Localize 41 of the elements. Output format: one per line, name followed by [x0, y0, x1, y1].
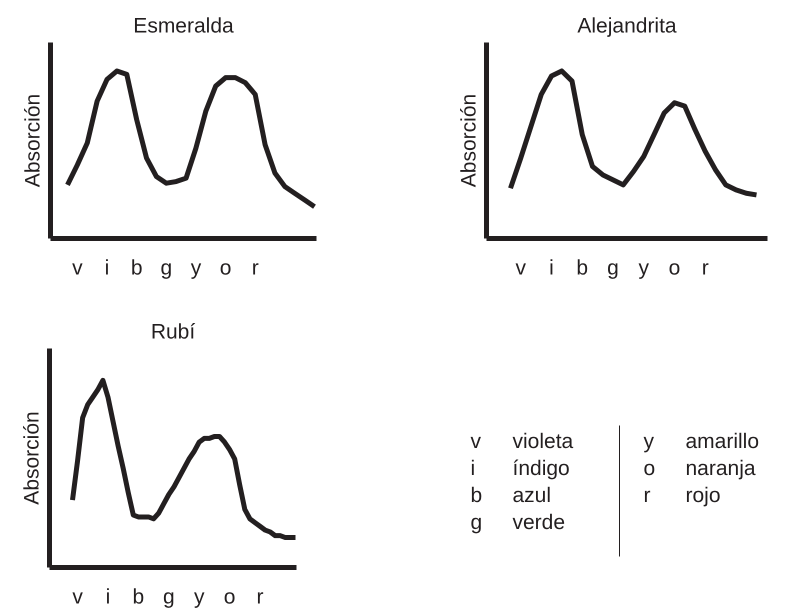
x-tick-label: o [220, 256, 232, 280]
x-tick-label: i [104, 256, 110, 280]
chart-title: Esmeralda [133, 14, 234, 38]
chart-title: Rubí [150, 320, 196, 344]
text: rojo [686, 484, 721, 507]
text: naranja [686, 457, 756, 480]
text: o [644, 457, 656, 480]
text: verde [512, 511, 566, 534]
text: b [470, 484, 482, 507]
y-axis-title: Absorción [22, 94, 44, 188]
x-tick-label: g [160, 256, 172, 280]
x-tick-label: r [256, 586, 264, 608]
x-tick-label: b [130, 256, 143, 280]
text: r [644, 484, 650, 507]
text: amarillo [686, 430, 760, 453]
text: g [470, 511, 482, 534]
text: v [470, 430, 482, 453]
text: y [644, 430, 654, 453]
y-axis-title: Absorción [458, 94, 480, 188]
x-tick-label: o [224, 586, 236, 608]
x-tick-label: i [549, 256, 554, 280]
x-tick-label: r [702, 256, 709, 280]
x-tick-label: b [132, 586, 144, 608]
x-tick-label: o [668, 256, 680, 280]
x-tick-label: y [638, 256, 650, 280]
x-tick-label: v [72, 256, 84, 280]
x-tick-label: i [106, 586, 110, 608]
y-axis-title: Absorción [20, 411, 44, 505]
x-tick-label: b [576, 256, 588, 280]
chart-title: Alejandrita [577, 14, 677, 38]
x-tick-label: v [72, 586, 84, 608]
x-tick-label: y [190, 256, 202, 280]
text: índigo [512, 457, 570, 480]
text: azul [512, 484, 552, 507]
text: violeta [512, 430, 574, 453]
x-tick-label: y [194, 586, 205, 608]
x-tick-label: g [162, 586, 175, 608]
x-tick-label: g [607, 256, 619, 280]
text: i [470, 457, 476, 480]
x-tick-label: v [516, 256, 526, 280]
x-tick-label: r [252, 256, 259, 280]
